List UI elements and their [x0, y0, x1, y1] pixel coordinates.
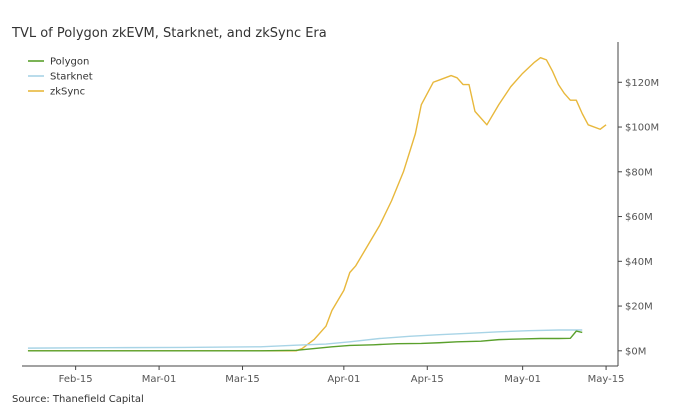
y-tick-label: $40M — [625, 257, 653, 268]
source-note: Source: Thanefield Capital — [12, 394, 144, 405]
y-tick-label: $100M — [625, 123, 659, 134]
series-layer — [27, 56, 607, 352]
x-tick-label: Mar-01 — [142, 374, 177, 385]
legend-label-starknet: Starknet — [50, 72, 93, 83]
x-tick-label: May-01 — [504, 374, 541, 385]
x-tick-label: Feb-15 — [59, 374, 93, 385]
series-line-zksync — [27, 56, 607, 352]
y-tick-label: $120M — [625, 78, 659, 89]
x-tick-label: Mar-15 — [225, 374, 260, 385]
x-tick-label: Apr-15 — [411, 374, 444, 385]
chart-title: TVL of Polygon zkEVM, Starknet, and zkSy… — [12, 26, 327, 41]
series-line-polygon — [27, 330, 583, 352]
series-line-starknet — [27, 329, 583, 349]
legend-label-zksync: zkSync — [50, 87, 85, 98]
y-tick-label: $20M — [625, 302, 653, 313]
y-tick-label: $80M — [625, 167, 653, 178]
x-tick-label: Apr-01 — [327, 374, 360, 385]
legend: Polygon Starknet zkSync — [28, 57, 93, 98]
y-tick-label: $0M — [625, 346, 646, 357]
x-tick-label: May-15 — [588, 374, 625, 385]
legend-label-polygon: Polygon — [50, 57, 89, 68]
y-tick-label: $60M — [625, 212, 653, 223]
axes: Feb-15 Mar-01 Mar-15 Apr-01 Apr-15 May-01 May-… — [22, 42, 659, 385]
